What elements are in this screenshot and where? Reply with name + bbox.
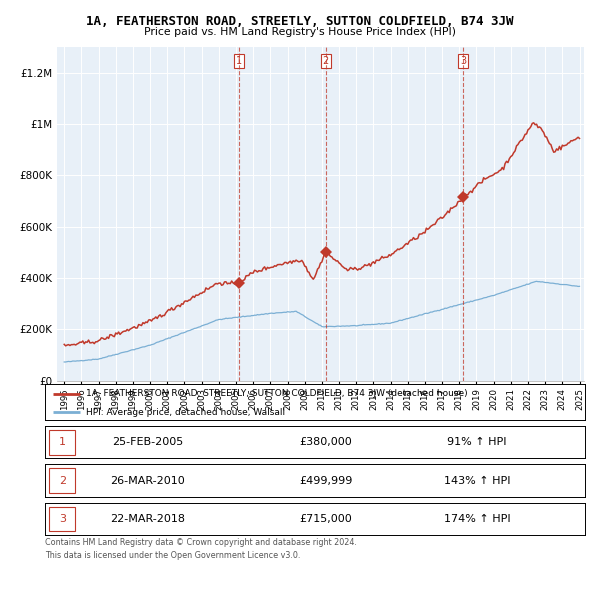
Text: 1: 1 <box>59 437 66 447</box>
Text: 22-MAR-2018: 22-MAR-2018 <box>110 514 185 524</box>
Bar <box>49 468 75 493</box>
Text: 143% ↑ HPI: 143% ↑ HPI <box>444 476 510 486</box>
Text: 174% ↑ HPI: 174% ↑ HPI <box>443 514 511 524</box>
Text: £499,999: £499,999 <box>299 476 352 486</box>
Text: 3: 3 <box>59 514 66 524</box>
Text: 2: 2 <box>323 56 329 66</box>
Bar <box>49 430 75 454</box>
Bar <box>49 507 75 531</box>
Text: 2: 2 <box>59 476 66 486</box>
Text: 91% ↑ HPI: 91% ↑ HPI <box>447 437 507 447</box>
Text: 1A, FEATHERSTON ROAD, STREETLY, SUTTON COLDFIELD, B74 3JW (detached house): 1A, FEATHERSTON ROAD, STREETLY, SUTTON C… <box>86 389 467 398</box>
Text: 25-FEB-2005: 25-FEB-2005 <box>112 437 183 447</box>
Text: HPI: Average price, detached house, Walsall: HPI: Average price, detached house, Wals… <box>86 408 284 417</box>
Text: £380,000: £380,000 <box>299 437 352 447</box>
Text: Price paid vs. HM Land Registry's House Price Index (HPI): Price paid vs. HM Land Registry's House … <box>144 27 456 37</box>
Text: 3: 3 <box>460 56 466 66</box>
Text: 26-MAR-2010: 26-MAR-2010 <box>110 476 185 486</box>
Text: 1A, FEATHERSTON ROAD, STREETLY, SUTTON COLDFIELD, B74 3JW: 1A, FEATHERSTON ROAD, STREETLY, SUTTON C… <box>86 15 514 28</box>
Text: £715,000: £715,000 <box>299 514 352 524</box>
Text: This data is licensed under the Open Government Licence v3.0.: This data is licensed under the Open Gov… <box>45 551 301 560</box>
Text: 1: 1 <box>236 56 242 66</box>
Text: Contains HM Land Registry data © Crown copyright and database right 2024.: Contains HM Land Registry data © Crown c… <box>45 538 357 547</box>
